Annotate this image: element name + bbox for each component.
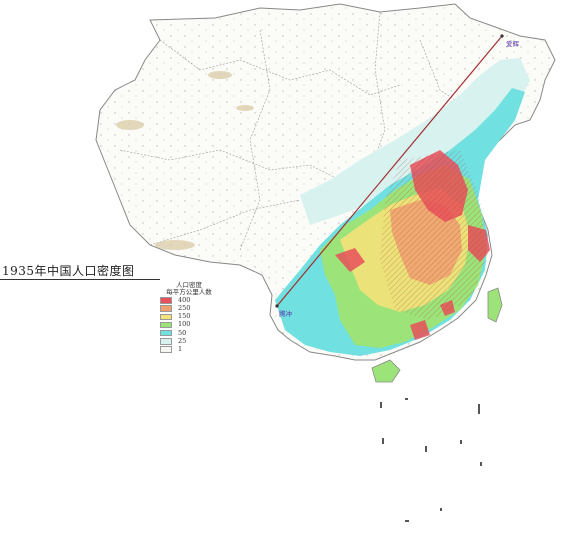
legend-swatch bbox=[160, 329, 172, 337]
legend-label: 50 bbox=[178, 328, 187, 337]
legend-item: 50 bbox=[160, 329, 218, 337]
legend-item: 150 bbox=[160, 313, 218, 321]
legend-swatch bbox=[160, 338, 172, 345]
hainan-island bbox=[371, 359, 401, 383]
tengchong-marker bbox=[275, 304, 279, 308]
legend: 人口密度 每平方公里人数 400 250 150 100 50 25 1 bbox=[160, 281, 218, 354]
city-label-tengchong: 腾冲 bbox=[279, 310, 292, 318]
legend-item: 400 bbox=[160, 296, 218, 304]
title-rule bbox=[0, 279, 160, 280]
legend-label: 100 bbox=[178, 320, 191, 329]
map-title: 1935年中国人口密度图 bbox=[2, 264, 135, 278]
legend-label: 25 bbox=[178, 336, 187, 345]
legend-label: 150 bbox=[178, 312, 191, 321]
legend-swatch bbox=[160, 305, 172, 312]
south-sea-islands bbox=[380, 398, 482, 522]
legend-item: 1 bbox=[160, 345, 218, 353]
legend-label: 400 bbox=[178, 295, 191, 304]
legend-subtitle: 每平方公里人数 bbox=[166, 288, 212, 297]
density-zone-25 bbox=[300, 58, 530, 225]
legend-swatch bbox=[160, 313, 172, 320]
legend-swatch bbox=[160, 321, 172, 329]
legend-label: 1 bbox=[178, 344, 183, 353]
legend-swatch bbox=[160, 346, 172, 353]
legend-item: 100 bbox=[160, 321, 218, 329]
legend-label: 250 bbox=[178, 303, 191, 312]
legend-title: 人口密度 bbox=[176, 281, 202, 289]
legend-rows: 400 250 150 100 50 25 1 bbox=[160, 296, 218, 353]
aihui-marker bbox=[500, 34, 504, 38]
legend-swatch bbox=[160, 297, 172, 304]
legend-item: 250 bbox=[160, 304, 218, 312]
city-label-aihui: 爱辉 bbox=[506, 40, 519, 48]
taiwan-island bbox=[487, 287, 503, 323]
desert-patches bbox=[116, 71, 254, 250]
legend-item: 25 bbox=[160, 337, 218, 345]
hu-line bbox=[276, 35, 503, 307]
